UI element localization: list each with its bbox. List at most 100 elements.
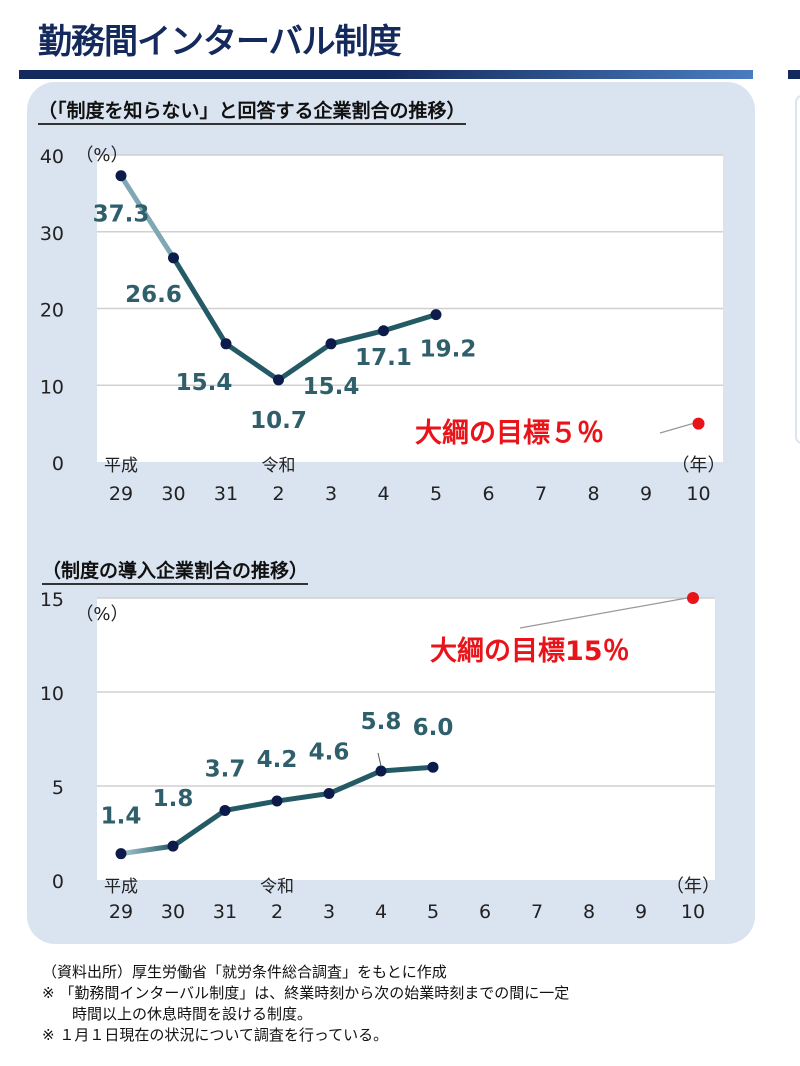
series-line-segment (274, 791, 332, 804)
target-leader-line (659, 423, 693, 434)
label-leader-line (377, 752, 382, 767)
series-line-segment (381, 312, 439, 334)
series-line-segment (118, 843, 176, 857)
page-title: 勤務間インターバル制度 (38, 22, 402, 62)
data-label: 26.6 (125, 282, 182, 308)
data-point (220, 338, 232, 350)
x-tick-label: 4 (377, 483, 389, 505)
x-axis-unit: （年） (672, 455, 726, 476)
data-point (378, 325, 389, 337)
data-point (375, 765, 387, 777)
data-label: 15.4 (303, 374, 360, 400)
x-tick-label: 8 (587, 483, 599, 505)
target-leader-line (519, 597, 688, 629)
target-point (692, 417, 705, 430)
target-point (687, 592, 699, 604)
x-tick-label: 7 (531, 901, 543, 923)
x-tick-label: 29 (109, 901, 133, 923)
y-tick-label: 10 (40, 376, 64, 398)
next-panel-edge (795, 95, 800, 444)
series-line-segment (171, 255, 229, 347)
y-axis-unit: （%） (75, 604, 128, 625)
x-tick-label: 10 (681, 901, 705, 923)
data-label: 6.0 (413, 715, 454, 741)
data-label: 1.8 (153, 786, 194, 812)
x-tick-label: 2 (272, 483, 284, 505)
data-point (323, 788, 335, 800)
data-label: 17.1 (355, 345, 412, 371)
era-label: 令和 (260, 877, 294, 897)
data-label: 3.7 (205, 756, 246, 782)
series-line-segment (118, 173, 176, 261)
era-label: 令和 (262, 456, 296, 476)
y-tick-label: 0 (52, 453, 64, 475)
y-tick-label: 40 (40, 146, 64, 168)
x-tick-label: 2 (271, 901, 283, 923)
data-label: 19.2 (420, 337, 477, 363)
chart1-title: （「制度を知らない」と回答する企業割合の推移） (38, 96, 466, 125)
series-line-segment (378, 764, 436, 774)
data-label: 1.4 (101, 804, 142, 830)
data-label: 5.8 (361, 709, 402, 735)
series-line-segment (223, 341, 281, 383)
x-tick-label: 30 (161, 483, 185, 505)
y-tick-label: 10 (40, 683, 64, 705)
data-label: 37.3 (93, 202, 150, 228)
data-label: 4.6 (309, 740, 350, 766)
x-tick-label: 6 (482, 483, 494, 505)
y-tick-label: 5 (52, 777, 64, 799)
x-tick-label: 6 (479, 901, 491, 923)
plot-area-2 (97, 598, 715, 880)
data-label: 4.2 (257, 747, 298, 773)
note-source: （資料出所）厚生労働省「就労条件総合調査」をもとに作成 (42, 963, 447, 981)
x-tick-label: 9 (635, 901, 647, 923)
data-point (271, 795, 283, 807)
y-tick-label: 30 (40, 223, 64, 245)
era-label: 平成 (104, 456, 138, 476)
notes: （資料出所）厚生労働省「就労条件総合調査」をもとに作成 ※ 「勤務間インターバル… (42, 962, 569, 1046)
series-line-segment (326, 768, 384, 797)
chart2-title: （制度の導入企業割合の推移） (42, 556, 309, 585)
series-line-segment (328, 328, 386, 347)
note-definition-cont: 時間以上の休息時間を設ける制度。 (42, 1005, 313, 1023)
data-label: 15.4 (176, 370, 233, 396)
target-label: 大綱の目標15％ (430, 635, 630, 667)
x-tick-label: 31 (214, 483, 238, 505)
y-tick-label: 15 (40, 589, 64, 611)
x-tick-label: 30 (161, 901, 185, 923)
data-point (273, 374, 284, 386)
data-point (167, 840, 179, 852)
x-tick-label: 5 (427, 901, 439, 923)
x-tick-label: 5 (430, 483, 442, 505)
data-label: 10.7 (250, 408, 307, 434)
x-tick-label: 31 (213, 901, 237, 923)
data-point (219, 804, 231, 816)
series-line-segment (276, 341, 334, 383)
x-tick-label: 3 (325, 483, 337, 505)
series-line-segment (170, 807, 228, 849)
x-tick-label: 10 (686, 483, 710, 505)
series-line-segment (222, 798, 280, 813)
x-tick-label: 8 (583, 901, 595, 923)
data-point (427, 761, 439, 773)
note-definition: ※ 「勤務間インターバル制度」は、終業時刻から次の始業時刻までの間に一定 (42, 984, 570, 1002)
y-tick-label: 20 (40, 300, 64, 322)
data-point (325, 338, 337, 350)
y-tick-label: 0 (52, 871, 64, 893)
x-tick-label: 3 (323, 901, 335, 923)
data-point (115, 848, 127, 860)
data-point (168, 252, 179, 264)
y-axis-unit: （%） (75, 145, 128, 166)
next-slide-bar (788, 70, 800, 79)
era-label: 平成 (104, 877, 138, 897)
x-tick-label: 7 (535, 483, 547, 505)
target-label: 大綱の目標５％ (415, 417, 604, 449)
title-underline-bar (19, 70, 753, 79)
data-point (430, 309, 442, 321)
x-axis-unit: （年） (666, 876, 720, 897)
x-tick-label: 9 (640, 483, 652, 505)
x-tick-label: 4 (375, 901, 387, 923)
x-tick-label: 29 (109, 483, 133, 505)
